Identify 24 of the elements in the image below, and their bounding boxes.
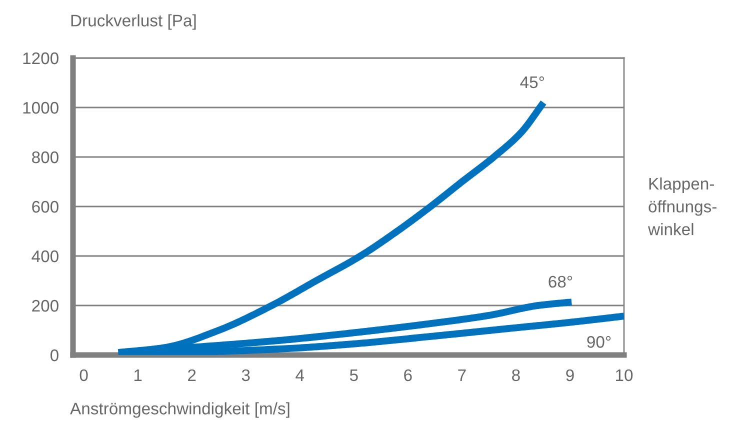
x-tick-label: 6 bbox=[404, 369, 412, 382]
x-tick-label: 9 bbox=[566, 369, 574, 382]
y-tick-label: 200 bbox=[32, 300, 58, 312]
annotation: 45° bbox=[520, 76, 544, 88]
annotation: 90° bbox=[587, 336, 611, 348]
x-tick-label: 8 bbox=[512, 369, 520, 382]
x-tick-label: 2 bbox=[188, 369, 196, 381]
legend-title: Klappen- öffnungs- winkel bbox=[648, 177, 716, 236]
x-tick-label: 0 bbox=[80, 369, 88, 382]
x-tick-label: 5 bbox=[350, 370, 358, 382]
y-tick-label: 800 bbox=[32, 151, 58, 164]
x-tick-label: 1 bbox=[134, 370, 142, 381]
y-tick-label: 400 bbox=[32, 250, 58, 262]
annotation: 68° bbox=[548, 276, 572, 288]
x-axis-title: Anströmgeschwindigkeit [m/s] bbox=[70, 402, 290, 418]
x-tick-label: 7 bbox=[458, 370, 466, 381]
x-tick-label: 4 bbox=[296, 370, 304, 381]
y-tick-label: 1200 bbox=[23, 52, 58, 64]
y-tick-label: 0 bbox=[50, 349, 58, 362]
y-tick-label: 1000 bbox=[23, 102, 58, 114]
y-axis-title: Druckverlust [Pa] bbox=[71, 14, 196, 30]
x-tick-label: 3 bbox=[242, 369, 250, 382]
y-tick-label: 600 bbox=[32, 200, 58, 213]
x-tick-label: 10 bbox=[616, 369, 633, 382]
